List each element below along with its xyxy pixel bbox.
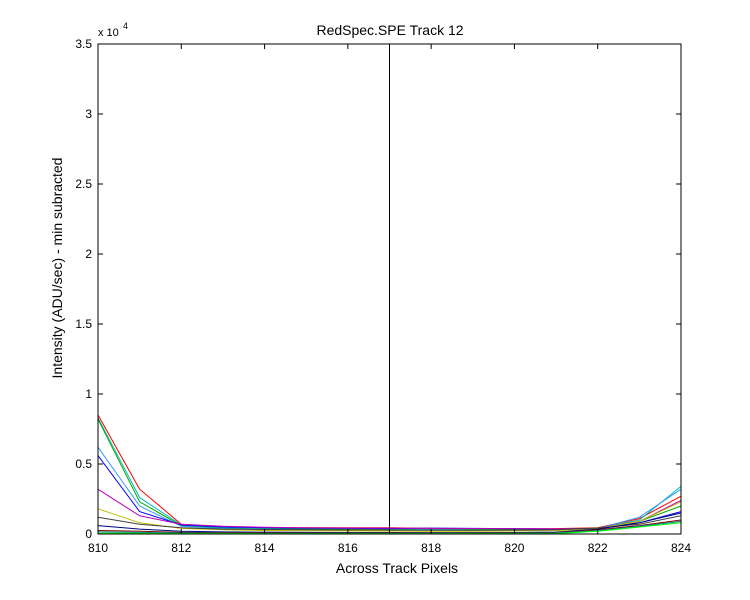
y-tick-label: 1.5 <box>75 317 92 331</box>
y-tick-label: 0.5 <box>75 457 92 471</box>
y-tick-label: 1 <box>85 387 92 401</box>
y-tick-label: 0 <box>85 527 92 541</box>
x-tick-label: 814 <box>255 541 275 555</box>
y-axis-ticks: 0 0.5 1 1.5 2 2.5 3 3.5 <box>75 37 681 541</box>
y-tick-label: 3 <box>85 107 92 121</box>
y-tick-label: 2 <box>85 247 92 261</box>
x-tick-label: 810 <box>88 541 108 555</box>
plot-frame <box>97 43 682 535</box>
x-tick-label: 812 <box>171 541 191 555</box>
x-axis-ticks: 810 812 814 816 818 820 822 824 <box>88 44 691 555</box>
x-tick-label: 824 <box>671 541 691 555</box>
x-axis-label: Across Track Pixels <box>336 560 458 576</box>
y-axis-label: Intensity (ADU/sec) - min subracted <box>49 158 65 379</box>
y-exponent-power: 4 <box>123 21 128 31</box>
chart-title: RedSpec.SPE Track 12 <box>316 22 463 38</box>
y-tick-label: 2.5 <box>75 177 92 191</box>
y-tick-label: 3.5 <box>75 37 92 51</box>
x-tick-label: 816 <box>338 541 358 555</box>
y-exponent-base: x 10 <box>98 27 119 39</box>
x-tick-label: 820 <box>504 541 524 555</box>
x-tick-label: 822 <box>588 541 608 555</box>
x-tick-label: 818 <box>421 541 441 555</box>
